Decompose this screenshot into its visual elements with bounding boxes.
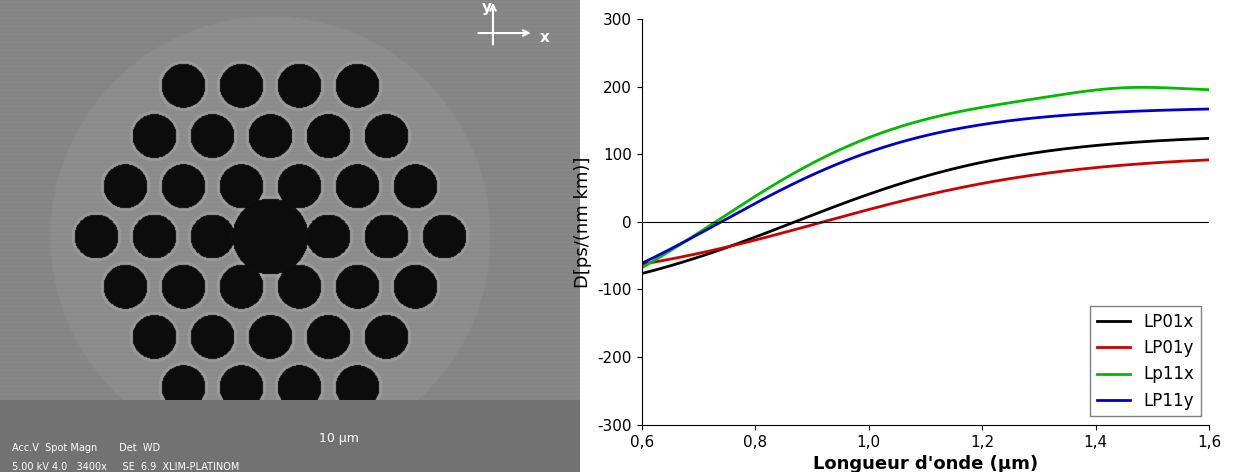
LP01y [982,179,997,185]
Lp11x [634,265,649,270]
LP01y [970,181,985,187]
Line: Lp11x: Lp11x [642,87,1209,268]
LP01x [972,160,987,166]
LP11y [637,260,652,265]
Text: y: y [481,0,491,15]
Lp11x [637,264,652,270]
Y-axis label: D[ps/(nm km)]: D[ps/(nm km)] [574,156,592,287]
LP11y [1149,108,1164,113]
Text: Acc.V  Spot Magn       Det  WD: Acc.V Spot Magn Det WD [11,443,159,454]
LP01x [634,271,649,277]
LP01y [1202,157,1217,163]
Lp11x [1135,84,1150,90]
LP01x [1202,135,1217,141]
LP11y [970,122,985,128]
Lp11x [972,105,987,110]
Line: LP11y: LP11y [642,109,1209,263]
X-axis label: Longueur d'onde (μm): Longueur d'onde (μm) [813,455,1038,472]
Lp11x [1113,85,1128,91]
Lp11x [1202,87,1217,93]
LP11y [982,121,997,126]
Lp11x [1150,85,1165,91]
Legend: LP01x, LP01y, Lp11x, LP11y: LP01x, LP01y, Lp11x, LP11y [1090,306,1201,416]
LP11y [1202,106,1217,112]
Line: LP01x: LP01x [642,138,1209,274]
Text: 10 μm: 10 μm [318,432,359,446]
Line: LP01y: LP01y [642,160,1209,264]
LP01x [1113,141,1128,146]
LP01x [970,160,985,166]
LP01y [1149,160,1164,166]
LP11y [634,261,649,266]
LP01y [637,261,652,267]
Lp11x [970,105,985,111]
LP01y [972,181,987,187]
LP01y [634,261,649,267]
LP11y [1113,109,1128,115]
LP11y [972,122,987,128]
Lp11x [982,103,997,109]
LP01x [982,158,997,164]
LP01x [637,270,652,276]
LP01x [1149,138,1164,144]
Text: 5.00 kV 4.0   3400x     SE  6.9  XLIM-PLATINOM: 5.00 kV 4.0 3400x SE 6.9 XLIM-PLATINOM [11,462,239,472]
Text: x: x [539,31,549,45]
LP01y [1113,162,1128,168]
